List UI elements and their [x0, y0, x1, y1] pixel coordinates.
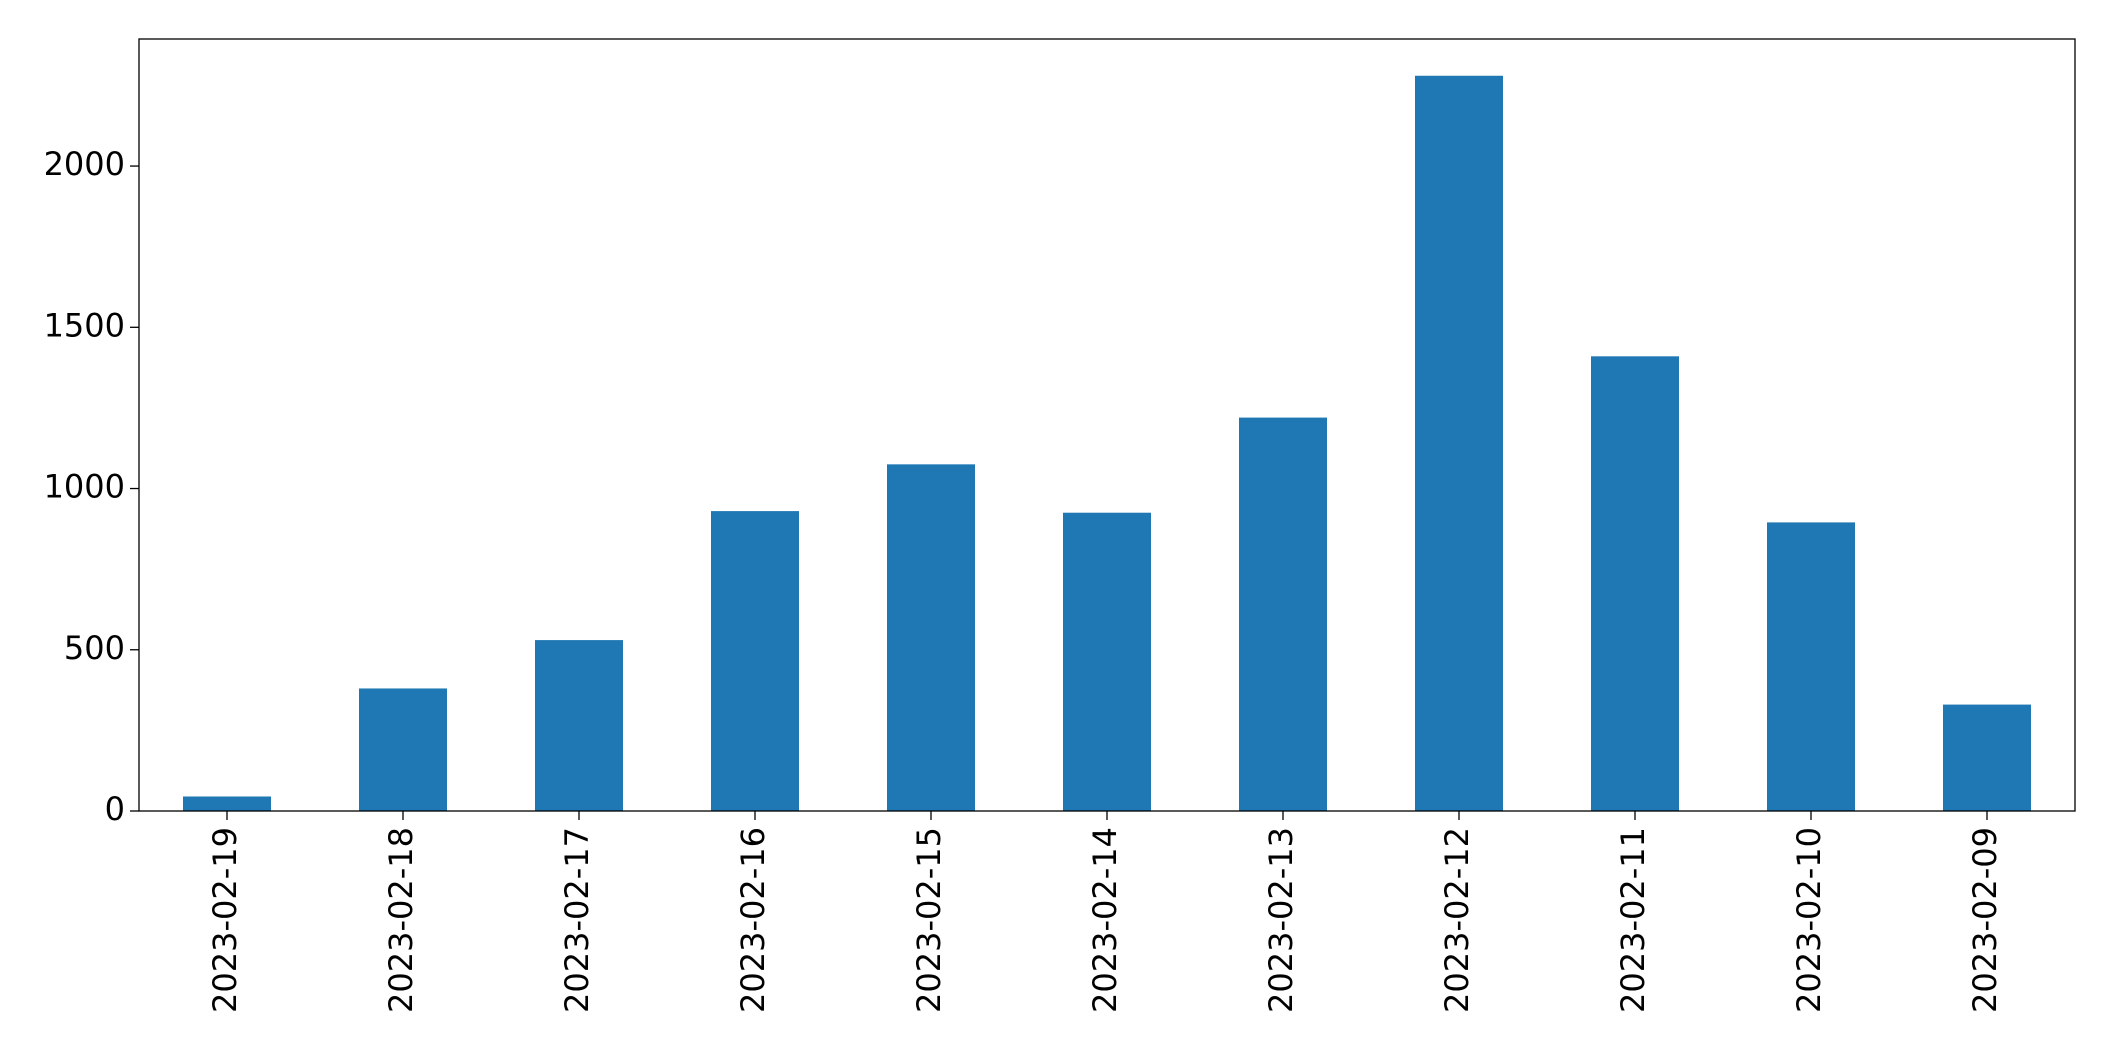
bar	[1943, 704, 2031, 811]
x-tick-label: 2023-02-11	[1614, 827, 1652, 1013]
bar	[535, 640, 623, 811]
y-tick-label: 1500	[44, 306, 125, 344]
y-tick-label: 500	[64, 629, 125, 667]
x-tick-label: 2023-02-16	[734, 827, 772, 1013]
x-tick-label: 2023-02-13	[1262, 827, 1300, 1013]
bar	[1415, 75, 1503, 811]
y-tick-label: 0	[105, 790, 125, 828]
bar	[711, 511, 799, 811]
bar	[1239, 417, 1327, 811]
bar	[359, 688, 447, 811]
bar	[1767, 522, 1855, 811]
x-tick-label: 2023-02-15	[910, 827, 948, 1013]
bar	[1591, 356, 1679, 811]
x-tick-label: 2023-02-14	[1086, 827, 1124, 1013]
x-tick-label: 2023-02-10	[1790, 827, 1828, 1013]
x-tick-label: 2023-02-09	[1966, 827, 2004, 1013]
x-tick-label: 2023-02-18	[382, 827, 420, 1013]
y-tick-label: 1000	[44, 468, 125, 506]
x-tick-label: 2023-02-17	[558, 827, 596, 1013]
bar	[1063, 512, 1151, 811]
x-tick-label: 2023-02-19	[206, 827, 244, 1013]
x-tick-label: 2023-02-12	[1438, 827, 1476, 1013]
bar	[887, 464, 975, 811]
y-tick-label: 2000	[44, 145, 125, 183]
bar	[183, 796, 271, 811]
